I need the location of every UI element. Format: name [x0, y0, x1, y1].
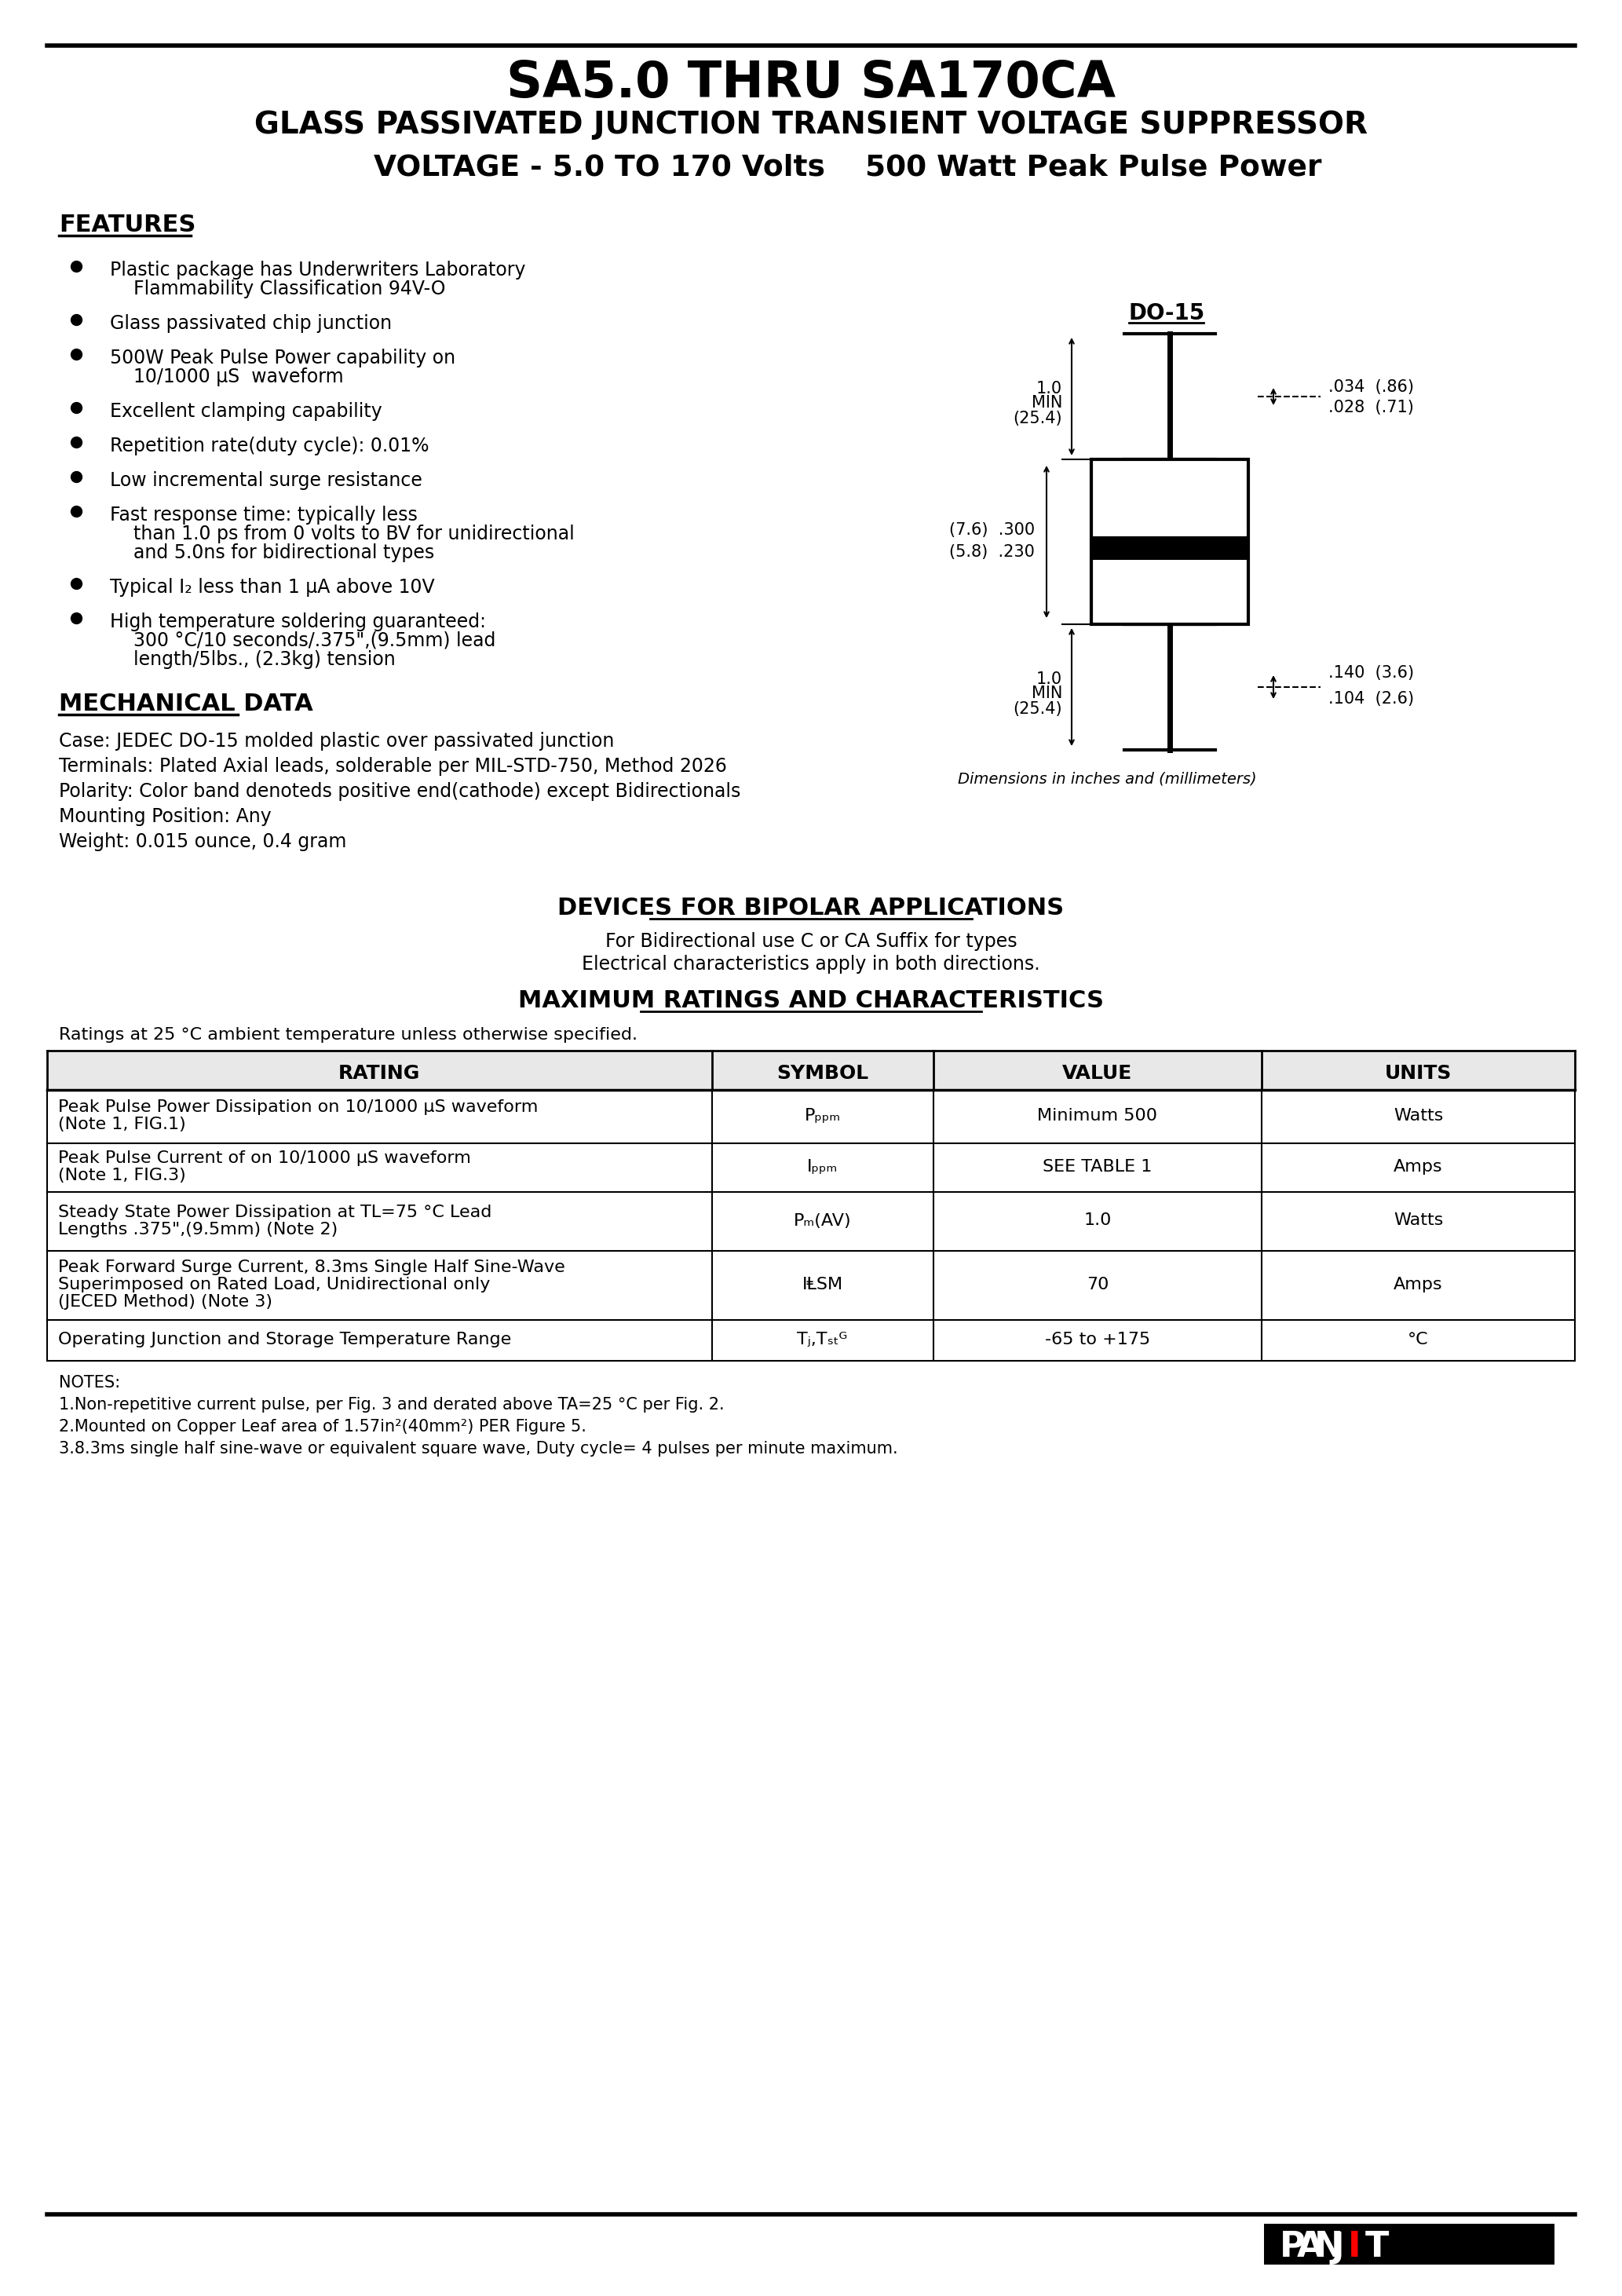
Text: (25.4): (25.4) [1014, 700, 1062, 716]
Text: SYMBOL: SYMBOL [777, 1063, 868, 1084]
Text: Excellent clamping capability: Excellent clamping capability [110, 402, 383, 420]
Text: 2.Mounted on Copper Leaf area of 1.57in²(40mm²) PER Figure 5.: 2.Mounted on Copper Leaf area of 1.57in²… [58, 1419, 587, 1435]
Text: (JECED Method) (Note 3): (JECED Method) (Note 3) [58, 1295, 272, 1309]
Text: UNITS: UNITS [1385, 1063, 1452, 1084]
Text: A: A [1296, 2229, 1324, 2264]
Text: and 5.0ns for bidirectional types: and 5.0ns for bidirectional types [110, 544, 435, 563]
Text: 3.8.3ms single half sine-wave or equivalent square wave, Duty cycle= 4 pulses pe: 3.8.3ms single half sine-wave or equival… [58, 1442, 899, 1456]
Text: Operating Junction and Storage Temperature Range: Operating Junction and Storage Temperatu… [58, 1332, 511, 1348]
Text: Peak Pulse Power Dissipation on 10/1000 µS waveform: Peak Pulse Power Dissipation on 10/1000 … [58, 1100, 539, 1116]
Text: Pₚₚₘ: Pₚₚₘ [805, 1109, 840, 1123]
Text: Watts: Watts [1393, 1212, 1444, 1228]
Text: MECHANICAL DATA: MECHANICAL DATA [58, 693, 313, 716]
Text: SA5.0 THRU SA170CA: SA5.0 THRU SA170CA [506, 60, 1116, 108]
Bar [1092, 459, 1249, 625]
Bar [1264, 2225, 1554, 2264]
Text: Low incremental surge resistance: Low incremental surge resistance [110, 471, 422, 489]
Text: Fast response time: typically less: Fast response time: typically less [110, 505, 417, 523]
Text: .034  (.86): .034 (.86) [1328, 379, 1414, 395]
Text: Flammability Classification 94V-O: Flammability Classification 94V-O [110, 280, 446, 298]
Text: Tⱼ,Tₛₜᴳ: Tⱼ,Tₛₜᴳ [798, 1332, 848, 1348]
Text: length/5lbs., (2.3kg) tension: length/5lbs., (2.3kg) tension [110, 650, 396, 668]
Text: 500W Peak Pulse Power capability on: 500W Peak Pulse Power capability on [110, 349, 456, 367]
Text: P: P [1280, 2229, 1306, 2264]
Text: 1.0: 1.0 [1036, 381, 1062, 397]
Text: .104  (2.6): .104 (2.6) [1328, 691, 1414, 707]
Text: MAXIMUM RATINGS AND CHARACTERISTICS: MAXIMUM RATINGS AND CHARACTERISTICS [517, 990, 1105, 1013]
Text: °C: °C [1408, 1332, 1429, 1348]
Text: Weight: 0.015 ounce, 0.4 gram: Weight: 0.015 ounce, 0.4 gram [58, 833, 347, 852]
Text: Typical I₂ less than 1 µA above 10V: Typical I₂ less than 1 µA above 10V [110, 579, 435, 597]
Text: T: T [1366, 2229, 1388, 2264]
Text: RATING: RATING [339, 1063, 420, 1084]
Text: Minimum 500: Minimum 500 [1038, 1109, 1158, 1123]
Text: Glass passivated chip junction: Glass passivated chip junction [110, 315, 393, 333]
Text: Peak Forward Surge Current, 8.3ms Single Half Sine-Wave: Peak Forward Surge Current, 8.3ms Single… [58, 1261, 564, 1274]
Text: Iₚₚₘ: Iₚₚₘ [808, 1159, 839, 1176]
Text: High temperature soldering guaranteed:: High temperature soldering guaranteed: [110, 613, 487, 631]
Text: FEATURES: FEATURES [58, 214, 196, 236]
Text: NOTES:: NOTES: [58, 1375, 120, 1391]
Text: Repetition rate(duty cycle): 0.01%: Repetition rate(duty cycle): 0.01% [110, 436, 430, 455]
Text: (Note 1, FIG.1): (Note 1, FIG.1) [58, 1116, 187, 1132]
Text: GLASS PASSIVATED JUNCTION TRANSIENT VOLTAGE SUPPRESSOR: GLASS PASSIVATED JUNCTION TRANSIENT VOLT… [255, 110, 1367, 140]
Text: Amps: Amps [1393, 1159, 1444, 1176]
Text: Peak Pulse Current of on 10/1000 µS waveform: Peak Pulse Current of on 10/1000 µS wave… [58, 1150, 470, 1166]
Text: Steady State Power Dissipation at TL=75 °C Lead: Steady State Power Dissipation at TL=75 … [58, 1203, 491, 1219]
Text: DO-15: DO-15 [1129, 303, 1205, 324]
Text: .140  (3.6): .140 (3.6) [1328, 666, 1414, 682]
Text: Electrical characteristics apply in both directions.: Electrical characteristics apply in both… [582, 955, 1040, 974]
Text: Polarity: Color band denoteds positive end(cathode) except Bidirectionals: Polarity: Color band denoteds positive e… [58, 783, 741, 801]
Text: (Note 1, FIG.3): (Note 1, FIG.3) [58, 1169, 187, 1182]
Text: 70: 70 [1087, 1277, 1108, 1293]
Text: Case: JEDEC DO-15 molded plastic over passivated junction: Case: JEDEC DO-15 molded plastic over pa… [58, 732, 615, 751]
Text: IⱠSM: IⱠSM [801, 1277, 843, 1293]
Text: 1.0: 1.0 [1083, 1212, 1111, 1228]
Text: 500 Watt Peak Pulse Power: 500 Watt Peak Pulse Power [866, 154, 1322, 181]
Text: 1.Non-repetitive current pulse, per Fig. 3 and derated above TA=25 °C per Fig. 2: 1.Non-repetitive current pulse, per Fig.… [58, 1396, 725, 1412]
Bar [47, 1052, 1575, 1091]
Text: (7.6)  .300: (7.6) .300 [949, 521, 1035, 537]
Text: Watts: Watts [1393, 1109, 1444, 1123]
Text: (25.4): (25.4) [1014, 411, 1062, 427]
Text: Plastic package has Underwriters Laboratory: Plastic package has Underwriters Laborat… [110, 262, 526, 280]
Text: 1.0: 1.0 [1036, 670, 1062, 687]
Text: Mounting Position: Any: Mounting Position: Any [58, 808, 271, 827]
Text: 10/1000 µS  waveform: 10/1000 µS waveform [110, 367, 344, 386]
Text: Lengths .375",(9.5mm) (Note 2): Lengths .375",(9.5mm) (Note 2) [58, 1221, 337, 1238]
Text: N: N [1314, 2229, 1343, 2264]
Text: For Bidirectional use C or CA Suffix for types: For Bidirectional use C or CA Suffix for… [605, 932, 1017, 951]
Text: J: J [1332, 2229, 1345, 2264]
Text: DEVICES FOR BIPOLAR APPLICATIONS: DEVICES FOR BIPOLAR APPLICATIONS [558, 898, 1064, 918]
Text: Amps: Amps [1393, 1277, 1444, 1293]
Text: MIN: MIN [1032, 687, 1062, 700]
Text: Ratings at 25 °C ambient temperature unless otherwise specified.: Ratings at 25 °C ambient temperature unl… [58, 1026, 637, 1042]
Text: I: I [1348, 2229, 1361, 2264]
Text: SEE TABLE 1: SEE TABLE 1 [1043, 1159, 1152, 1176]
Text: VALUE: VALUE [1062, 1063, 1132, 1084]
Text: Pₘ(AV): Pₘ(AV) [793, 1212, 852, 1228]
Text: Dimensions in inches and (millimeters): Dimensions in inches and (millimeters) [959, 771, 1257, 788]
Text: -65 to +175: -65 to +175 [1045, 1332, 1150, 1348]
Text: .028  (.71): .028 (.71) [1328, 400, 1414, 416]
Bar [1092, 537, 1249, 560]
Text: Terminals: Plated Axial leads, solderable per MIL-STD-750, Method 2026: Terminals: Plated Axial leads, solderabl… [58, 758, 727, 776]
Text: Superimposed on Rated Load, Unidirectional only: Superimposed on Rated Load, Unidirection… [58, 1277, 490, 1293]
Text: than 1.0 ps from 0 volts to BV for unidirectional: than 1.0 ps from 0 volts to BV for unidi… [110, 523, 574, 544]
Text: VOLTAGE - 5.0 TO 170 Volts: VOLTAGE - 5.0 TO 170 Volts [373, 154, 824, 181]
Text: (5.8)  .230: (5.8) .230 [949, 544, 1035, 560]
Text: MIN: MIN [1032, 395, 1062, 411]
Text: 300 °C/10 seconds/.375",(9.5mm) lead: 300 °C/10 seconds/.375",(9.5mm) lead [110, 631, 496, 650]
